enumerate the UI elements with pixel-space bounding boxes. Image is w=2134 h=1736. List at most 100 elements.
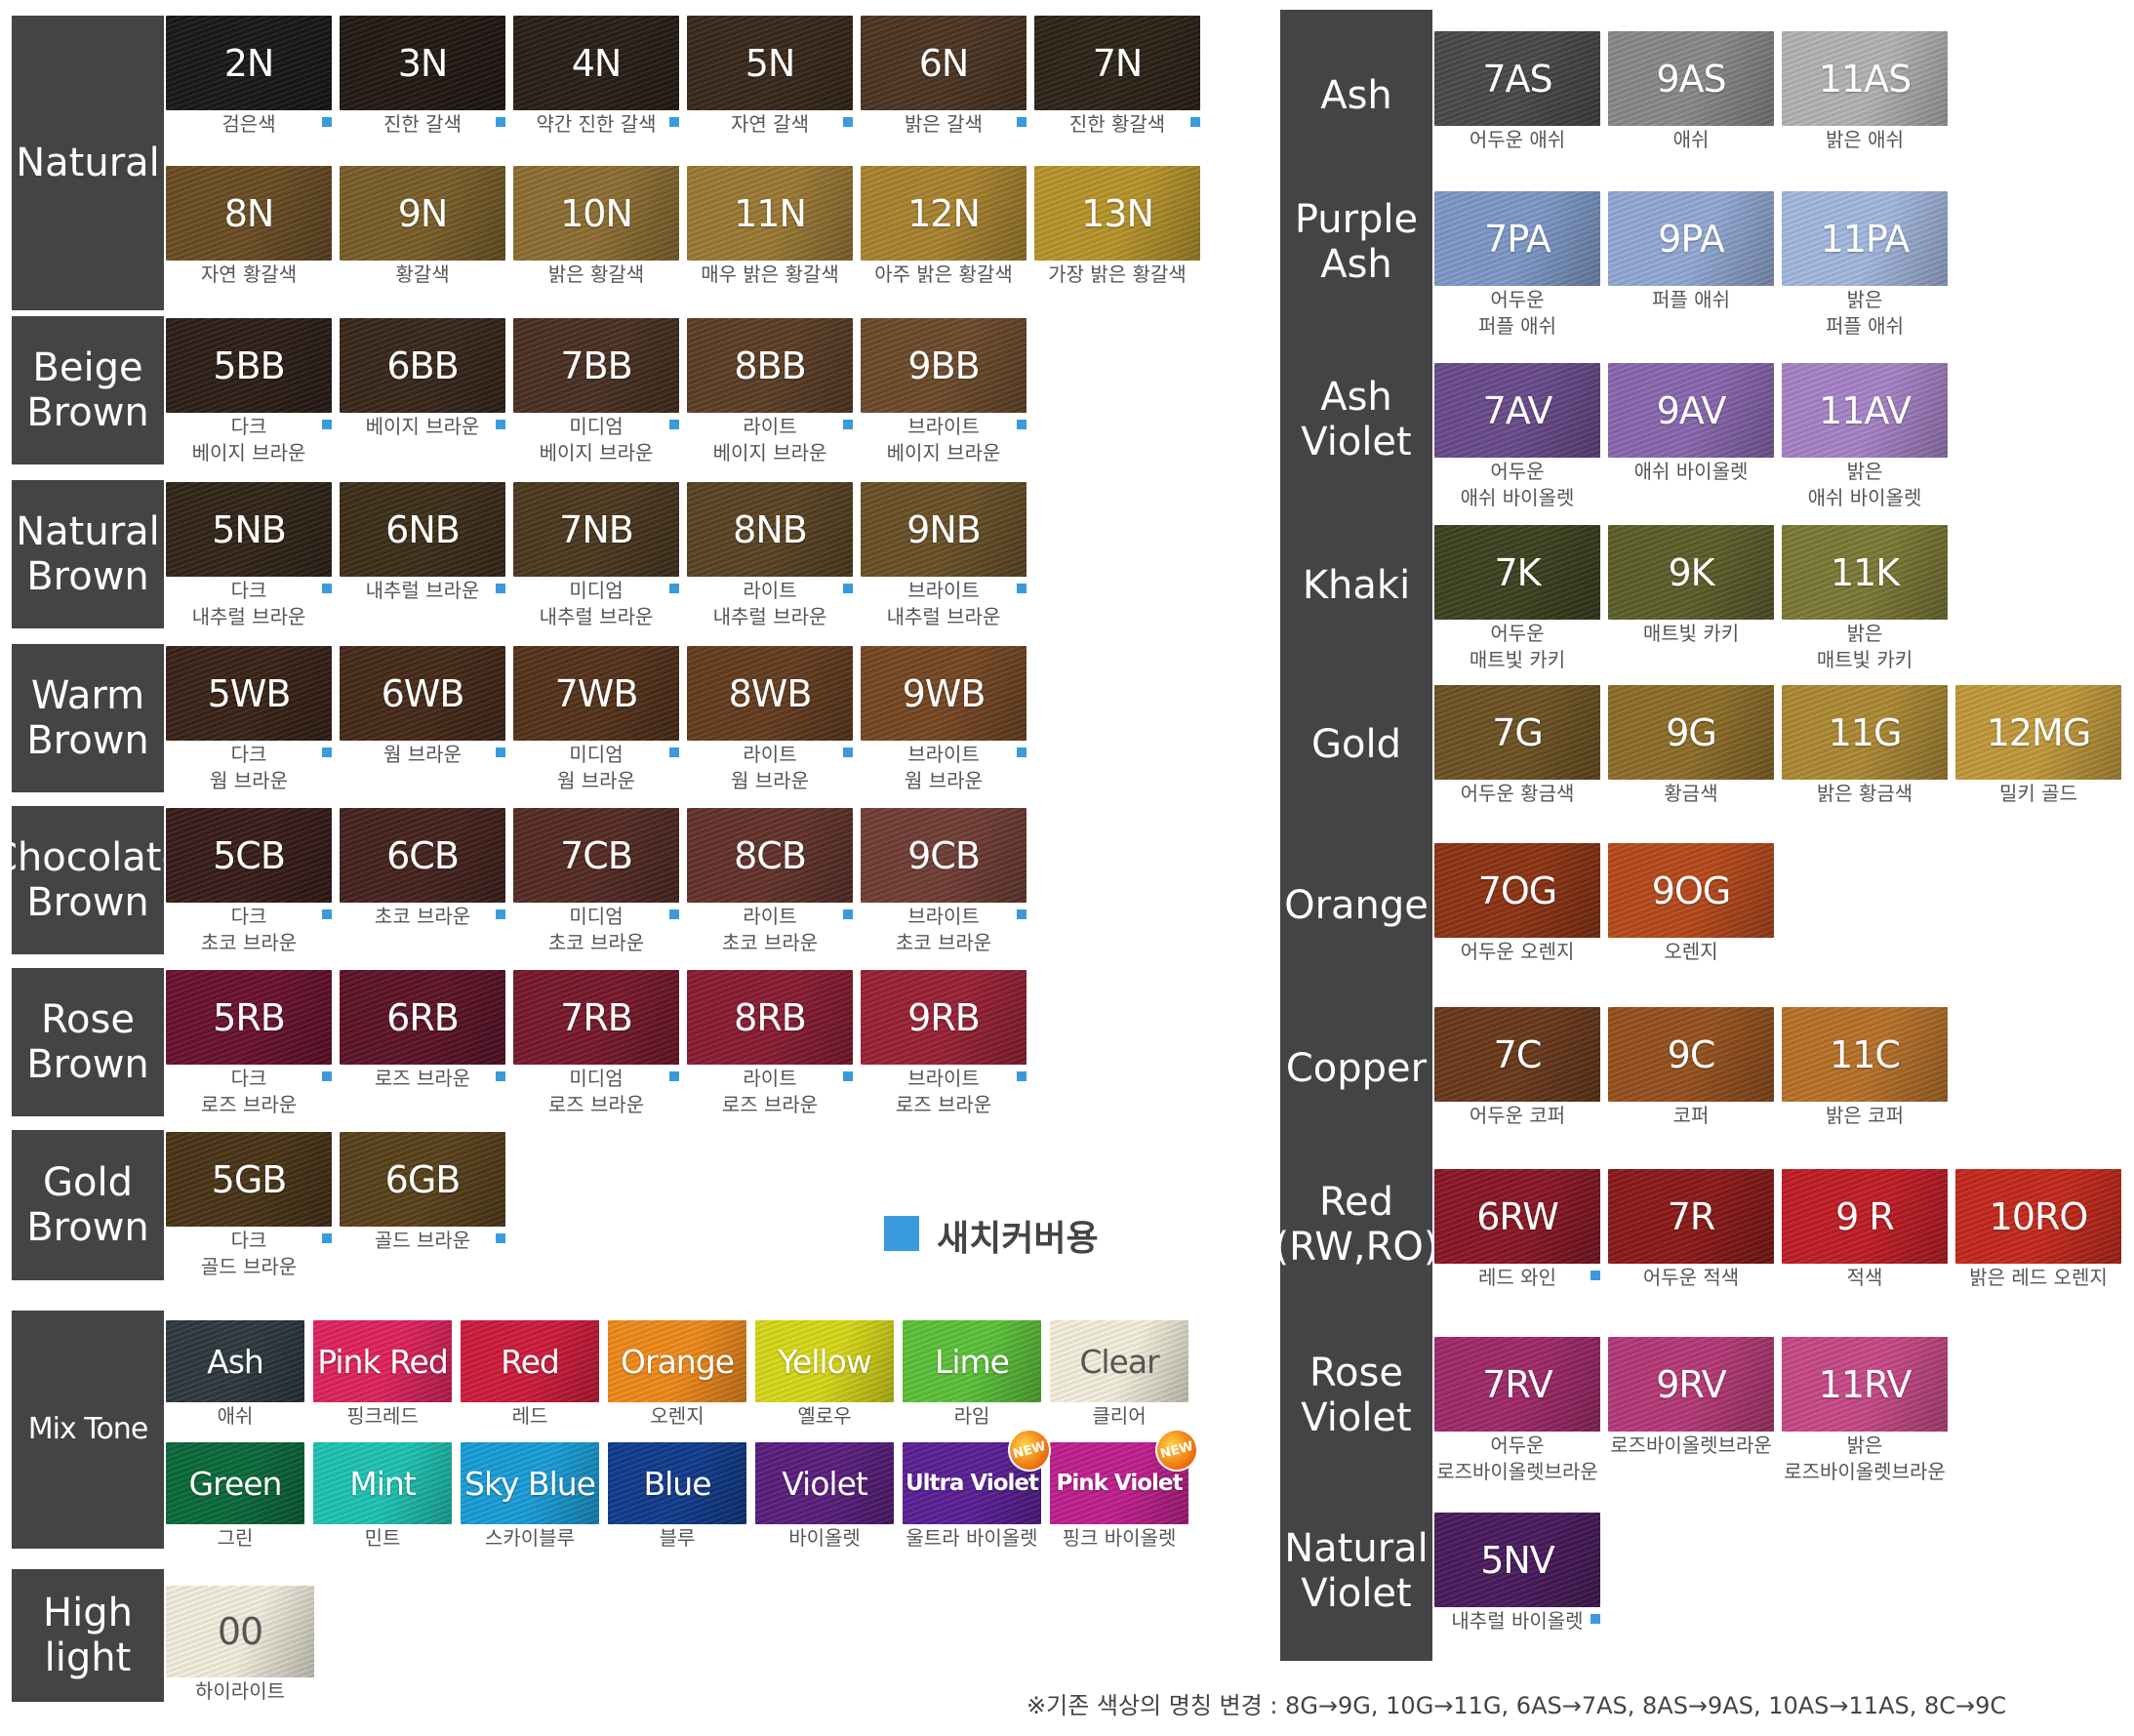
- category-label: Orange: [1280, 847, 1432, 964]
- category-label: Natural Violet: [1280, 1513, 1432, 1630]
- color-swatch: 9AS: [1608, 31, 1774, 126]
- gray-coverage-marker: [843, 909, 853, 919]
- category-text: Natural Violet: [1284, 1526, 1429, 1616]
- gray-coverage-marker: [1017, 747, 1027, 757]
- color-swatch: 9AV: [1608, 363, 1774, 458]
- color-swatch: 7AV: [1434, 363, 1600, 458]
- gray-coverage-marker: [496, 420, 505, 429]
- swatch-code: 9K: [1668, 550, 1714, 594]
- category-text: Gold Brown: [26, 1160, 149, 1250]
- swatch-name: 매트빛 카키: [1642, 622, 1740, 645]
- swatch-code: Mint: [349, 1464, 416, 1503]
- swatch-code: Violet: [782, 1464, 868, 1503]
- color-swatch: 3N: [340, 16, 505, 110]
- swatch-name: 어두운 매트빛 카키: [1469, 622, 1566, 671]
- gray-coverage-marker: [843, 420, 853, 429]
- swatch-code: 7RV: [1482, 1362, 1552, 1406]
- gray-coverage-marker: [322, 117, 332, 127]
- swatch-name: 오렌지: [1664, 940, 1718, 963]
- swatch-name: 적색: [1846, 1266, 1883, 1289]
- swatch-name: 어두운 퍼플 애쉬: [1478, 288, 1556, 338]
- swatch-code: Lime: [934, 1342, 1010, 1381]
- swatch-name: 어두운 코퍼: [1469, 1104, 1566, 1127]
- gray-coverage-marker: [669, 584, 679, 593]
- color-swatch: 9NB: [861, 482, 1027, 577]
- category-text: Beige Brown: [26, 345, 149, 435]
- swatch-name: 퍼플 애쉬: [1652, 288, 1730, 311]
- swatch-code: 8CB: [734, 833, 807, 877]
- gray-coverage-marker: [1017, 584, 1027, 593]
- swatch-name: 다크 로즈 브라운: [200, 1067, 298, 1116]
- swatch-name: 로즈바이올렛브라운: [1610, 1433, 1772, 1457]
- gray-coverage-marker: [843, 117, 853, 127]
- category-text: Rose Violet: [1301, 1351, 1412, 1440]
- color-swatch: 9BB: [861, 318, 1027, 413]
- swatch-code: 9PA: [1658, 217, 1725, 261]
- category-label: Ash Violet: [1280, 361, 1432, 478]
- gray-coverage-marker: [669, 420, 679, 429]
- right-column-bar: [1280, 10, 1432, 1661]
- swatch-name: 애쉬 바이올렛: [1633, 460, 1749, 483]
- swatch-name: 진한 갈색: [383, 112, 462, 136]
- color-swatch: 8BB: [687, 318, 853, 413]
- swatch-name: 다크 내추럴 브라운: [191, 579, 306, 628]
- swatch-code: 7C: [1493, 1032, 1543, 1076]
- swatch-code: 5BB: [213, 343, 285, 387]
- swatch-name: 애쉬: [217, 1404, 254, 1428]
- color-swatch: 11PA: [1782, 191, 1948, 286]
- color-swatch: 11K: [1782, 525, 1948, 620]
- swatch-name: 자연 황갈색: [200, 262, 298, 286]
- category-label: Purple Ash: [1280, 183, 1432, 301]
- gray-coverage-marker: [322, 747, 332, 757]
- color-swatch: 7G: [1434, 685, 1600, 780]
- gray-coverage-marker: [496, 1233, 505, 1243]
- swatch-code: 7NB: [559, 507, 634, 551]
- swatch-name: 밝은 갈색: [905, 112, 983, 136]
- color-swatch: 7RB: [513, 970, 679, 1065]
- color-swatch: 9C: [1608, 1007, 1774, 1102]
- swatch-code: 8WB: [728, 671, 813, 715]
- color-swatch: Green: [166, 1442, 304, 1524]
- swatch-code: 7AS: [1482, 57, 1552, 101]
- swatch-name: 브라이트 베이지 브라운: [886, 415, 1001, 464]
- swatch-name: 황금색: [1664, 782, 1718, 805]
- swatch-code: 10RO: [1989, 1194, 2089, 1238]
- swatch-code: Red: [501, 1342, 560, 1381]
- swatch-code: Ash: [207, 1342, 264, 1381]
- color-swatch: 11G: [1782, 685, 1948, 780]
- swatch-name: 밝은 애쉬 바이올렛: [1807, 460, 1922, 509]
- swatch-name: 황갈색: [395, 262, 450, 286]
- swatch-name: 매우 밝은 황갈색: [701, 262, 839, 286]
- color-swatch: Yellow: [755, 1320, 894, 1402]
- swatch-code: 8RB: [734, 995, 807, 1039]
- swatch-name: 어두운 적색: [1642, 1266, 1740, 1289]
- swatch-code: 2N: [223, 41, 275, 85]
- swatch-code: 9AV: [1656, 388, 1727, 432]
- color-swatch: 7PA: [1434, 191, 1600, 286]
- color-swatch: Mint: [313, 1442, 452, 1524]
- color-swatch: 6CB: [340, 808, 505, 903]
- swatch-name: 다크 골드 브라운: [200, 1229, 298, 1278]
- gray-coverage-marker: [496, 117, 505, 127]
- swatch-code: 11AS: [1818, 57, 1912, 101]
- color-swatch: 9G: [1608, 685, 1774, 780]
- color-swatch: 8WB: [687, 646, 853, 741]
- swatch-name: 밝은 황갈색: [547, 262, 645, 286]
- swatch-code: 9N: [397, 191, 449, 235]
- color-swatch: 8RB: [687, 970, 853, 1065]
- swatch-code: 7AV: [1482, 388, 1553, 432]
- swatch-name: 미디엄 베이지 브라운: [539, 415, 654, 464]
- swatch-name: 오렌지: [650, 1404, 705, 1428]
- swatch-name: 밝은 로즈바이올렛브라운: [1784, 1433, 1946, 1483]
- color-swatch: 12N: [861, 166, 1027, 261]
- swatch-name: 옐로우: [797, 1404, 852, 1428]
- swatch-name: 자연 갈색: [731, 112, 809, 136]
- gray-coverage-marker: [843, 1071, 853, 1081]
- swatch-code: 7CB: [560, 833, 633, 877]
- swatch-name: 울트라 바이올렛: [906, 1526, 1038, 1550]
- category-text: Khaki: [1302, 563, 1411, 608]
- color-swatch: 4N: [513, 16, 679, 110]
- swatch-code: 8N: [223, 191, 275, 235]
- swatch-name: 밝은 매트빛 카키: [1816, 622, 1913, 671]
- swatch-name: 밝은 애쉬: [1826, 128, 1904, 151]
